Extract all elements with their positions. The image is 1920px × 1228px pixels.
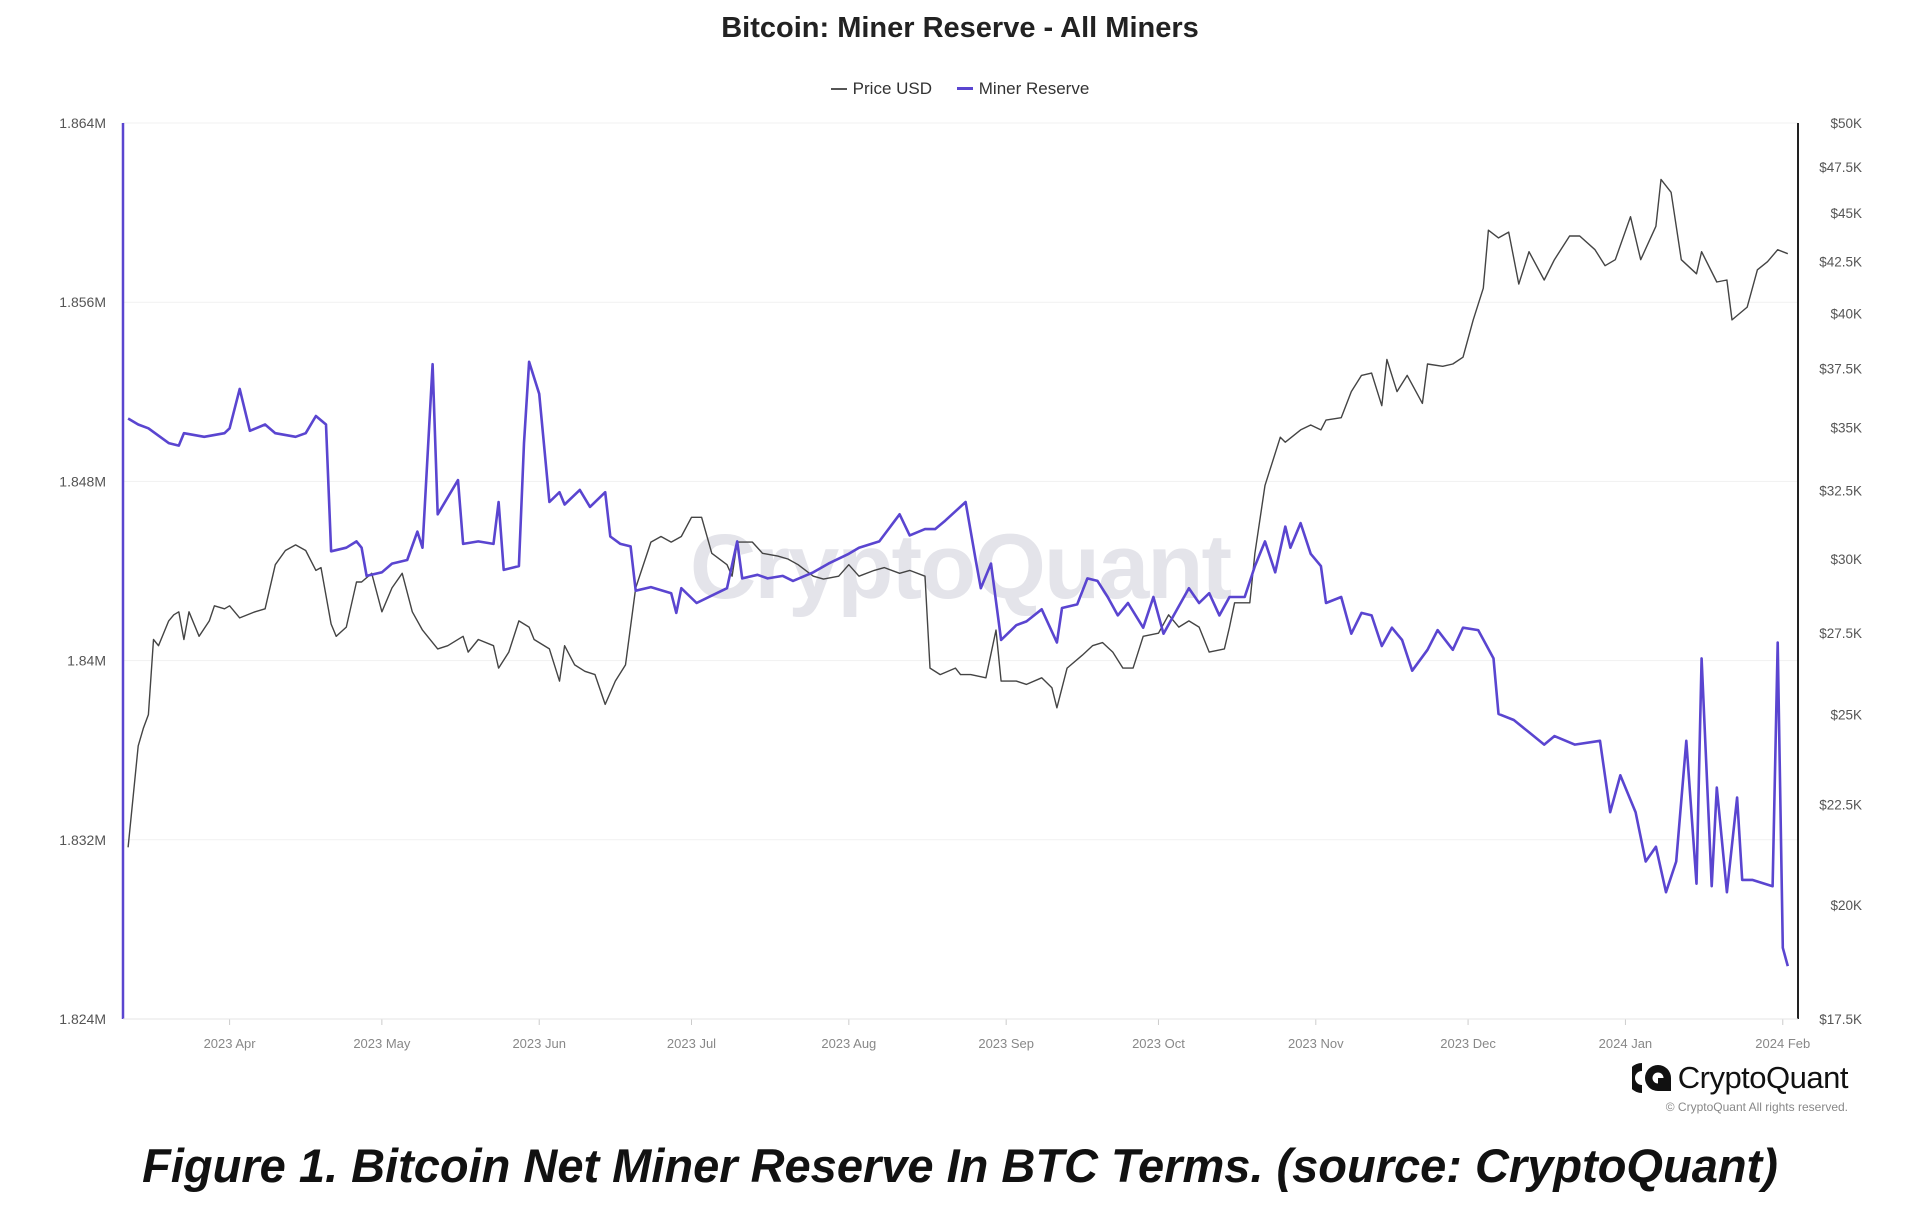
x-tick-label: 2023 Jun: [512, 1036, 566, 1051]
right-y-axis: $50K $47.5K $45K $42.5K $40K $37.5K $35K $32.5K…: [1819, 116, 1862, 1027]
right-y-tick-label: $35K: [1830, 420, 1862, 435]
x-tick-label: 2023 Apr: [204, 1036, 257, 1051]
left-y-tick-label: 1.824M: [59, 1011, 106, 1027]
left-y-tick-label: 1.848M: [59, 473, 106, 489]
x-tick-label: 2023 Jul: [667, 1036, 716, 1051]
figure-caption: Figure 1. Bitcoin Net Miner Reserve In B…: [142, 1139, 1778, 1192]
right-y-tick-label: $37.5K: [1819, 362, 1862, 377]
legend-swatch-price: [830, 88, 847, 90]
gridlines: [123, 122, 1798, 1020]
right-y-tick-label: $17.5K: [1819, 1012, 1862, 1027]
right-y-tick-label: $27.5K: [1819, 626, 1862, 641]
legend-label-miner-reserve: Miner Reserve: [978, 78, 1090, 98]
legend-item-price[interactable]: Price USD: [830, 79, 933, 99]
chart-title: Bitcoin: Miner Reserve - All Miners: [721, 12, 1199, 44]
right-y-tick-label: $22.5K: [1819, 798, 1862, 813]
x-tick-label: 2023 Sep: [978, 1036, 1034, 1051]
right-y-tick-label: $20K: [1830, 898, 1862, 913]
logo-text: CryptoQuant: [1677, 1060, 1849, 1095]
x-axis: 2023 Apr 2023 May 2023 Jun 2023 Jul 2023 Aug…: [204, 1019, 1810, 1051]
legend-swatch-miner-reserve: [956, 87, 973, 90]
copyright-text: © CryptoQuant All rights reserved.: [1665, 1100, 1848, 1114]
left-y-axis: 1.864M 1.856M 1.848M 1.84M 1.832M 1.824M: [59, 115, 106, 1027]
left-y-tick-label: 1.832M: [59, 832, 106, 848]
legend-label-price: Price USD: [852, 79, 933, 98]
legend-item-miner-reserve[interactable]: Miner Reserve: [956, 78, 1090, 99]
right-y-tick-label: $45K: [1830, 206, 1862, 221]
x-tick-label: 2023 Aug: [821, 1036, 876, 1051]
legend: Price USD Miner Reserve: [0, 75, 1920, 99]
right-y-tick-label: $32.5K: [1819, 484, 1862, 499]
right-y-tick-label: $25K: [1830, 708, 1862, 723]
series-line-price-usd: [127, 178, 1789, 848]
series-line-miner-reserve: [127, 360, 1790, 967]
x-tick-label: 2023 Nov: [1288, 1036, 1344, 1051]
series-lines: [127, 178, 1790, 967]
left-y-tick-label: 1.864M: [59, 115, 106, 131]
x-tick-label: 2023 May: [353, 1036, 411, 1051]
right-y-tick-label: $40K: [1830, 306, 1862, 321]
right-y-tick-label: $50K: [1830, 116, 1862, 131]
left-y-tick-label: 1.84M: [67, 653, 106, 669]
x-tick-label: 2024 Feb: [1755, 1036, 1810, 1051]
x-tick-label: 2024 Jan: [1599, 1036, 1653, 1051]
right-y-tick-label: $30K: [1830, 552, 1862, 567]
right-y-tick-label: $47.5K: [1819, 160, 1862, 175]
cryptoquant-logo: CryptoQuant: [1600, 1058, 1849, 1098]
right-y-tick-label: $42.5K: [1819, 255, 1862, 270]
x-tick-label: 2023 Oct: [1132, 1036, 1185, 1051]
cryptoquant-logo-icon: [1631, 1063, 1671, 1093]
watermark: CryptoQuant: [689, 516, 1232, 618]
x-tick-label: 2023 Dec: [1440, 1036, 1496, 1051]
left-y-tick-label: 1.856M: [59, 294, 106, 310]
